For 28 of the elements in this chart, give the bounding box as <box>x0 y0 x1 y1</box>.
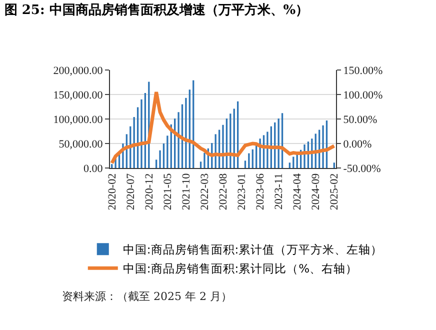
x-tick-label: 2020-12 <box>143 173 156 210</box>
x-tick-label: 2020-02 <box>106 173 118 210</box>
y-tick-label: 0.00 <box>84 162 104 175</box>
x-tick-label: 2023-06 <box>254 172 267 210</box>
y-tick-label: 150,000.00 <box>53 89 104 102</box>
x-tick-label: 2023-11 <box>273 173 286 210</box>
y2-tick-label: 150.00% <box>343 64 383 77</box>
y-tick-label: 50,000.00 <box>58 138 104 150</box>
x-tick-label: 2023-01 <box>236 173 248 210</box>
x-tick-label: 2021-10 <box>180 172 193 210</box>
x-tick-label: 2024-09 <box>310 172 322 210</box>
text: 资料来源：（截至 2025 年 2 月） <box>62 290 232 303</box>
y-tick-label: 100,000.00 <box>53 114 104 126</box>
y2-tick-label: 0.00% <box>343 138 372 150</box>
x-tick-label: 2021-05 <box>162 172 174 210</box>
y2-tick-label: -50.00% <box>343 162 381 175</box>
y2-tick-label: 100.00% <box>343 89 383 102</box>
y2-tick-label: 50.00% <box>343 114 378 126</box>
x-tick-label: 2025-02 <box>328 173 341 210</box>
x-tick-label: 2022-08 <box>218 172 230 210</box>
x-tick-label: 2024-04 <box>292 172 304 210</box>
line-series <box>110 90 336 165</box>
x-tick-label: 2020-07 <box>124 172 137 210</box>
legend-label: 中国:商品房销售面积:累计值（万平方米、左轴） <box>122 242 383 257</box>
y-tick-label: 200,000.00 <box>53 64 104 77</box>
legend-label: 中国:商品房销售面积:累计同比（%、右轴） <box>122 262 358 276</box>
x-tick-label: 2022-03 <box>199 172 212 210</box>
chart-title: 图 25: 中国商品房销售面积及增速（万平方米、%） <box>4 2 309 18</box>
